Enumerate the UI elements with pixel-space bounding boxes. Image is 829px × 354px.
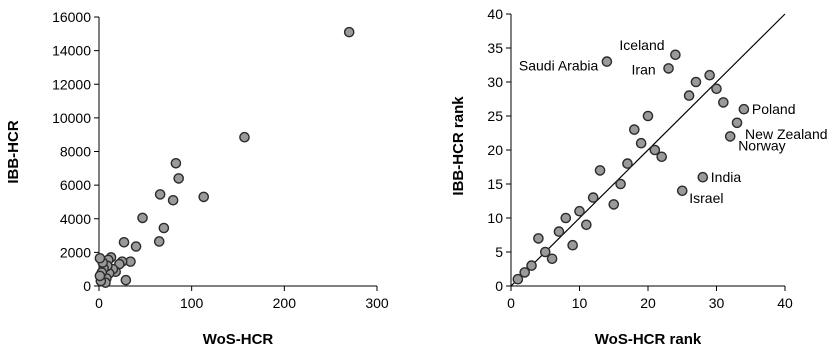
right-data-point (574, 205, 585, 217)
right-data-point (615, 178, 626, 190)
scatter-panel-ranks: 0 10 20 30 40 0 5 10 15 20 25 30 35 40 Iceland Saudi A… (450, 6, 828, 348)
left-y-axis-label: IBB-HCR (5, 120, 22, 183)
left-data-point (167, 194, 179, 206)
right-data-point (567, 239, 578, 251)
right-data-point (683, 90, 695, 101)
scatter-panel-counts: 0 100 200 300 0 2000 4000 6000 8000 10000 12000 140… (5, 9, 389, 348)
left-x-tick-label: 100 (180, 295, 204, 311)
identity-line (510, 13, 786, 287)
right-y-tick-label: 15 (487, 176, 503, 192)
right-x-tick-label: 30 (709, 295, 725, 311)
country-annotation: Israel (689, 190, 723, 206)
right-y-tick-label: 35 (487, 40, 503, 56)
left-y-tick-label: 14000 (52, 43, 91, 59)
right-data-point (581, 219, 592, 231)
left-y-tick-label: 0 (83, 278, 91, 294)
right-data-point (622, 158, 633, 169)
right-data-point (642, 110, 654, 122)
right-data-point (519, 267, 531, 278)
right-data-point (718, 97, 729, 108)
left-y-tick-label: 16000 (52, 9, 91, 25)
right-y-tick-label: 20 (487, 142, 503, 158)
left-data-point (94, 252, 106, 264)
right-x-tick-label: 20 (640, 295, 656, 311)
left-data-point (198, 191, 210, 203)
left-data-point (154, 189, 166, 200)
country-annotation: Norway (738, 137, 785, 153)
left-data-point (94, 270, 106, 282)
right-data-point (601, 56, 613, 67)
left-y-tick-label: 12000 (52, 76, 91, 92)
country-annotation: Iran (632, 61, 656, 77)
right-y-tick-label: 5 (495, 244, 503, 260)
left-x-tick-label: 0 (95, 295, 103, 311)
right-data-point (526, 260, 537, 271)
right-y-tick-label: 40 (487, 6, 503, 22)
right-data-point (553, 226, 565, 237)
left-y-tick-label: 10000 (52, 110, 91, 126)
right-x-tick-label: 0 (507, 295, 515, 311)
right-data-point (649, 144, 661, 156)
right-data-point (663, 63, 674, 74)
right-data-point (635, 137, 647, 149)
right-data-point (670, 49, 681, 61)
right-data-point (690, 76, 702, 88)
left-data-point (170, 157, 182, 169)
right-data-point (676, 185, 688, 197)
right-x-tick-label: 40 (777, 295, 793, 311)
left-data-point (343, 26, 355, 38)
country-annotation: New Zealand (745, 126, 828, 142)
left-x-tick-label: 200 (273, 295, 297, 311)
right-y-tick-label: 30 (487, 74, 503, 90)
right-y-tick-label: 0 (495, 278, 503, 294)
right-data-point (512, 273, 524, 285)
left-y-tick-label: 8000 (60, 144, 91, 160)
right-data-point (711, 83, 722, 95)
left-data-point (130, 241, 142, 252)
left-x-axis-label: WoS-HCR (203, 331, 274, 348)
right-data-point (546, 253, 558, 265)
right-data-point (731, 117, 743, 129)
left-data-point (158, 222, 170, 234)
country-annotation: India (711, 169, 742, 185)
left-data-point (137, 212, 148, 224)
left-y-tick-label: 6000 (60, 177, 91, 193)
right-data-point (539, 246, 551, 258)
right-y-tick-label: 25 (487, 108, 503, 124)
right-data-point (656, 151, 668, 163)
left-x-tick-label: 300 (365, 295, 389, 311)
right-data-point (533, 233, 544, 244)
right-data-point (738, 103, 750, 115)
right-data-point (697, 171, 709, 183)
right-x-tick-label: 10 (572, 295, 588, 311)
country-annotation: Saudi Arabia (519, 58, 599, 74)
left-y-tick-label: 2000 (60, 244, 91, 260)
left-data-point (120, 274, 132, 286)
country-annotation: Poland (752, 101, 796, 117)
left-data-point (118, 236, 130, 248)
right-y-axis-label: IBB-HCR rank (450, 96, 467, 196)
country-annotation: Iceland (619, 37, 664, 53)
left-data-point (239, 131, 250, 143)
right-data-point (608, 199, 620, 210)
right-data-point (560, 212, 572, 224)
right-data-point (724, 131, 736, 142)
right-y-tick-label: 10 (487, 210, 503, 226)
right-data-point (587, 192, 599, 203)
left-data-point (173, 173, 184, 184)
left-data-point (153, 236, 165, 247)
right-data-point (594, 165, 606, 176)
right-data-point (704, 69, 715, 81)
right-data-point (629, 124, 640, 135)
left-y-tick-label: 4000 (60, 211, 91, 227)
right-x-axis-label: WoS-HCR rank (595, 331, 702, 348)
